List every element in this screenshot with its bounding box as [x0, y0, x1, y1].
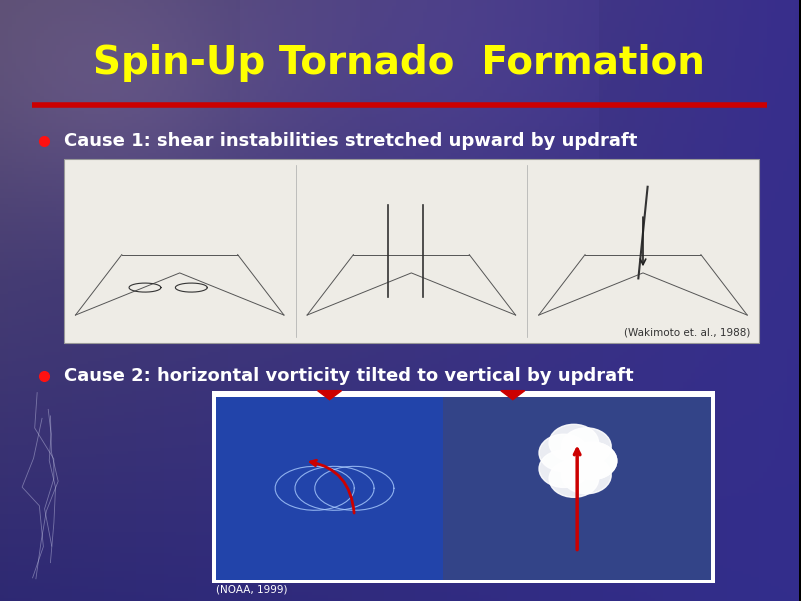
- Circle shape: [562, 457, 611, 494]
- Bar: [64, 159, 759, 343]
- Circle shape: [549, 460, 598, 497]
- Circle shape: [549, 424, 598, 462]
- Text: Cause 2: horizontal vorticity tilted to vertical by updraft: Cause 2: horizontal vorticity tilted to …: [64, 367, 634, 385]
- Circle shape: [567, 442, 617, 480]
- Circle shape: [539, 435, 589, 472]
- Text: (Wakimoto et. al., 1988): (Wakimoto et. al., 1988): [625, 328, 751, 338]
- Text: Cause 1: shear instabilities stretched upward by updraft: Cause 1: shear instabilities stretched u…: [64, 132, 638, 150]
- Circle shape: [562, 428, 611, 465]
- Polygon shape: [501, 391, 525, 400]
- Polygon shape: [317, 391, 341, 400]
- Circle shape: [567, 442, 617, 480]
- Bar: [211, 391, 714, 583]
- Bar: [215, 397, 444, 580]
- Text: (NOAA, 1999): (NOAA, 1999): [215, 585, 288, 595]
- Text: Spin-Up Tornado  Formation: Spin-Up Tornado Formation: [94, 44, 706, 82]
- Circle shape: [539, 450, 589, 487]
- Bar: [444, 397, 710, 580]
